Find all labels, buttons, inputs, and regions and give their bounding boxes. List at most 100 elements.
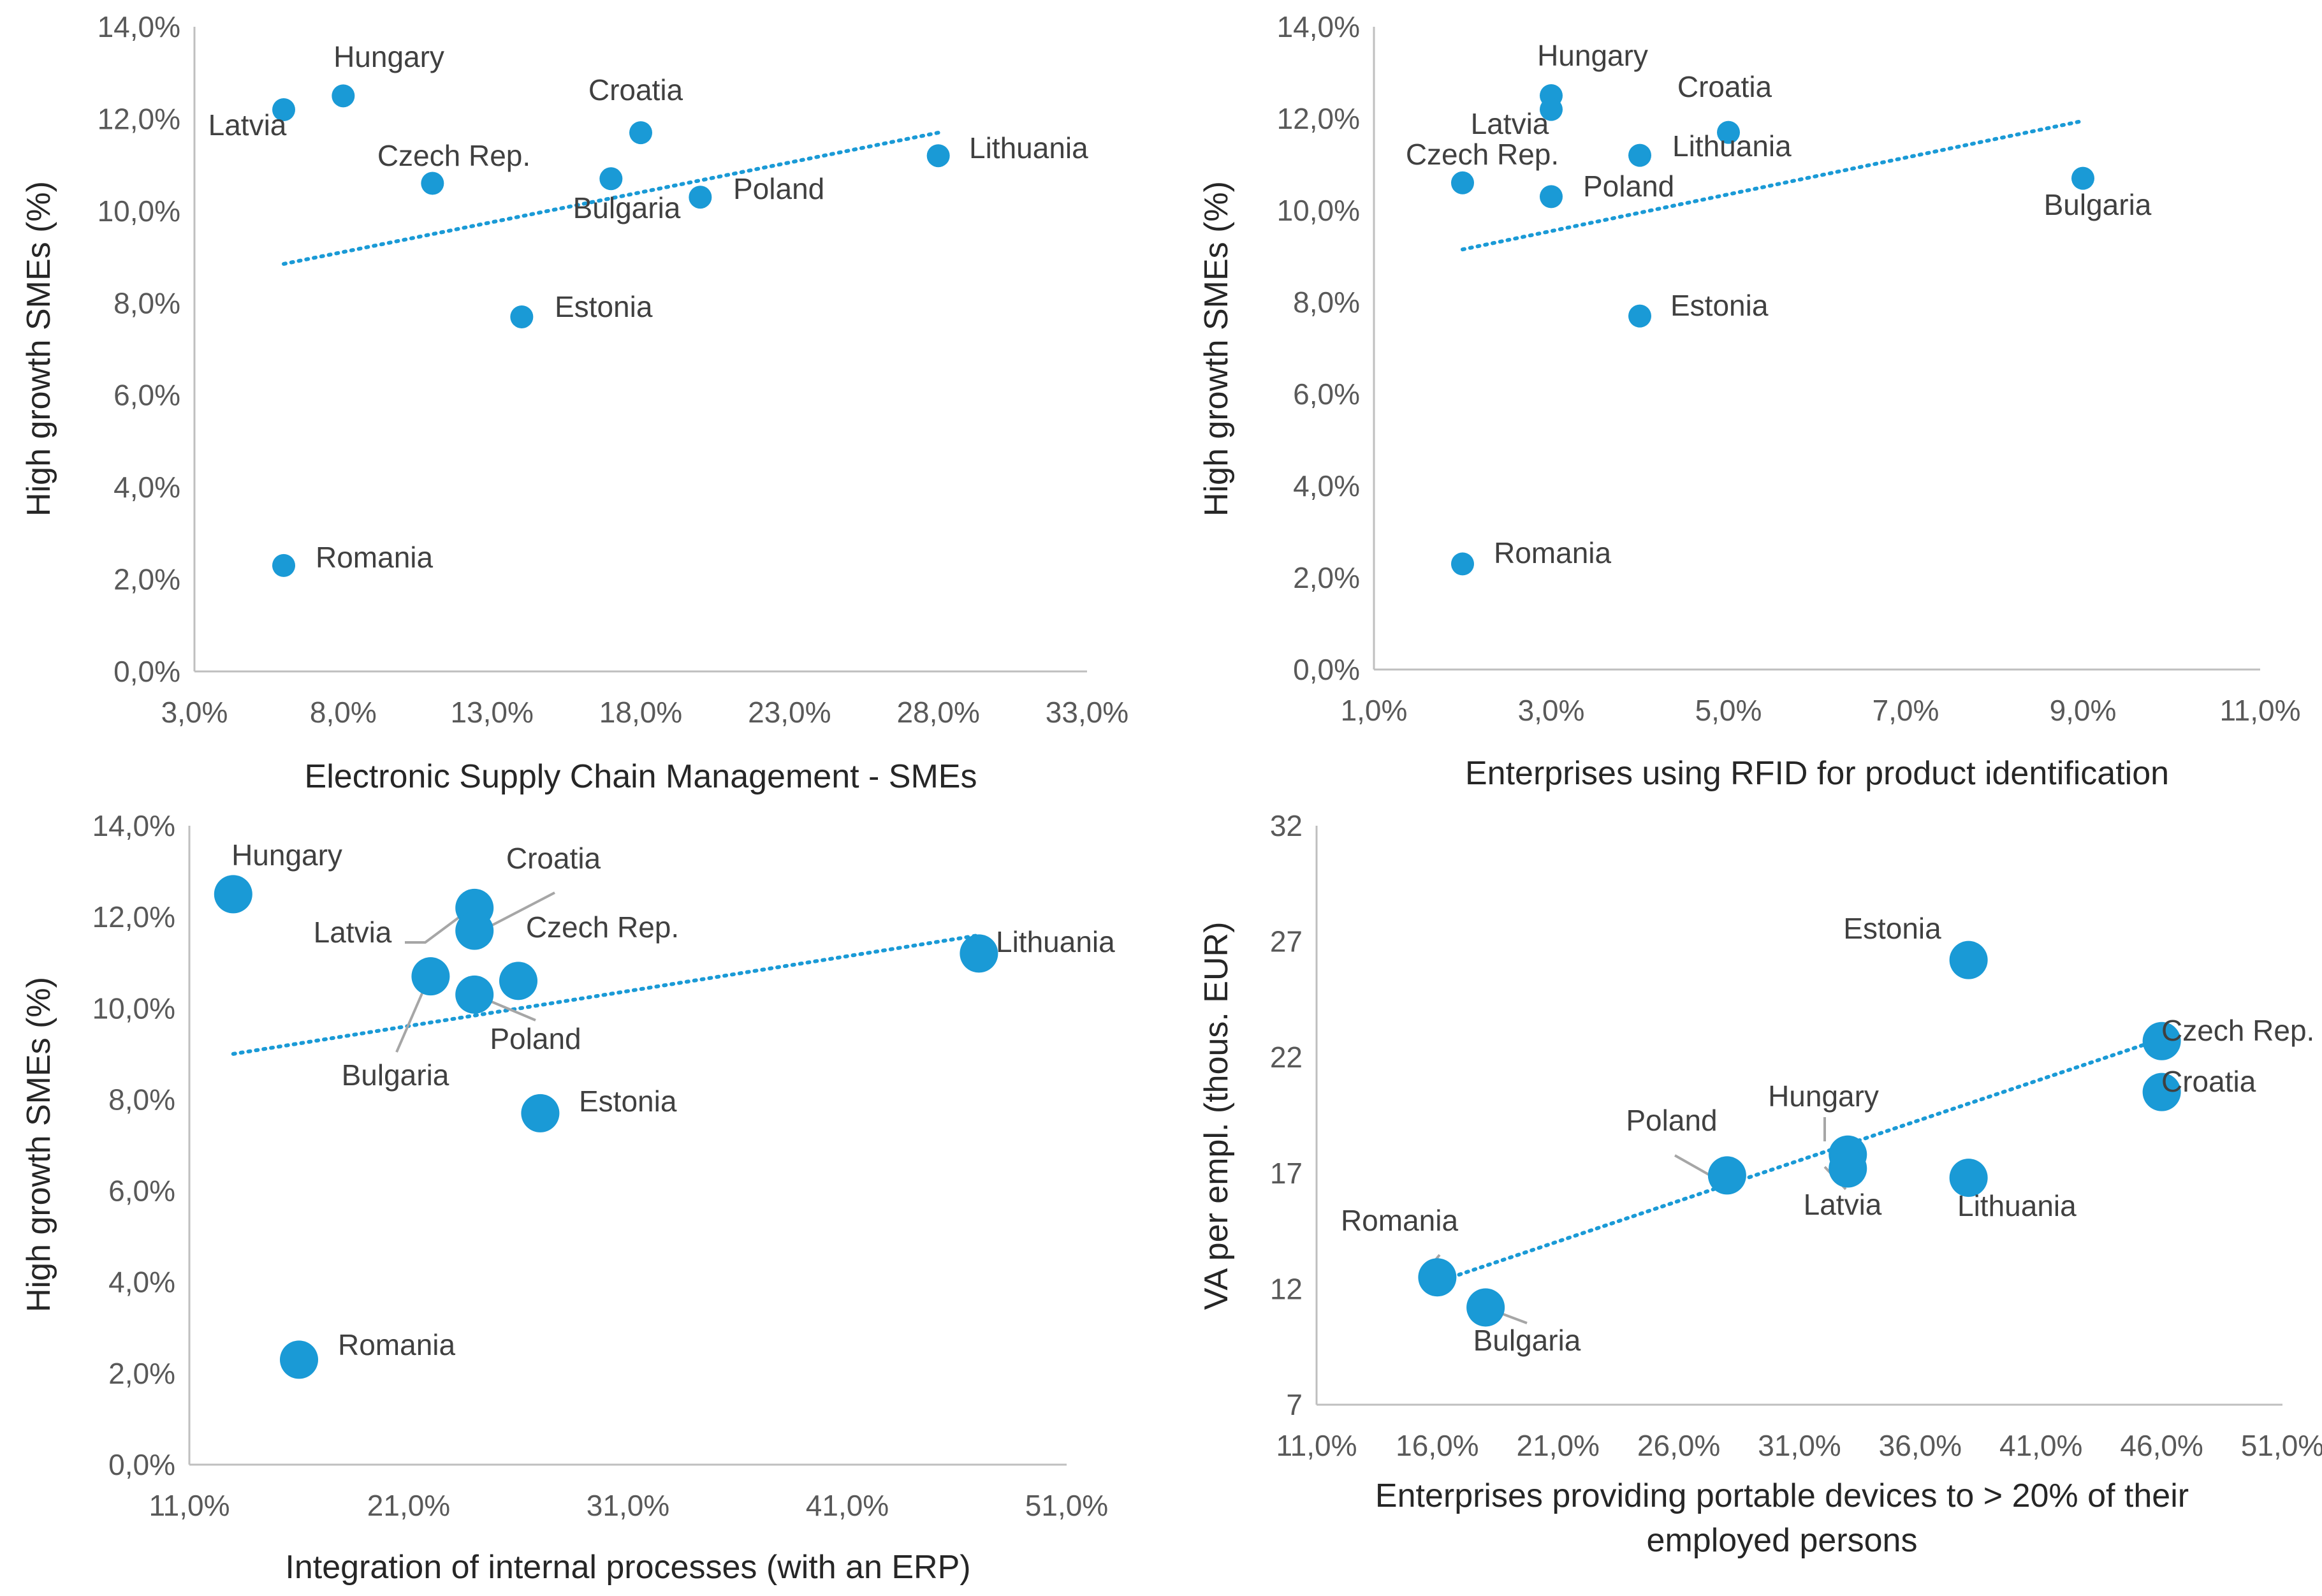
- point-label-lithuania: Lithuania: [996, 925, 1115, 958]
- point-latvia: [455, 911, 494, 950]
- point-label-czech-rep: Czech Rep.: [2161, 1014, 2314, 1047]
- x-axis-title: Enterprises using RFID for product ident…: [1465, 755, 2169, 792]
- y-tick-label: 10,0%: [98, 194, 180, 228]
- point-label-lithuania: Lithuania: [1957, 1189, 2077, 1222]
- x-tick-label: 3,0%: [1518, 694, 1585, 727]
- point-romania: [272, 553, 295, 577]
- point-label-hungary: Hungary: [333, 40, 444, 73]
- y-tick-label: 0,0%: [1293, 653, 1360, 686]
- point-label-croatia: Croatia: [2161, 1065, 2256, 1098]
- x-tick-label: 21,0%: [1517, 1429, 1600, 1462]
- y-tick-label: 4,0%: [108, 1266, 175, 1299]
- x-tick-label: 7,0%: [1873, 694, 1939, 727]
- point-label-poland: Poland: [733, 172, 824, 205]
- y-tick-label: 4,0%: [1293, 469, 1360, 502]
- x-tick-label: 51,0%: [1025, 1489, 1108, 1522]
- point-label-croatia: Croatia: [506, 842, 601, 875]
- y-tick-label: 2,0%: [113, 563, 180, 596]
- x-tick-label: 31,0%: [587, 1489, 669, 1522]
- y-tick-label: 10,0%: [92, 992, 175, 1025]
- point-poland: [1707, 1156, 1746, 1195]
- y-tick-label: 6,0%: [113, 379, 180, 412]
- point-label-estonia: Estonia: [555, 290, 653, 323]
- x-tick-label: 11,0%: [2219, 694, 2300, 727]
- y-tick-label: 27: [1270, 925, 1303, 958]
- y-axis-title: VA per empl. (thous. EUR): [1198, 922, 1235, 1310]
- trendline: [1461, 119, 2085, 252]
- x-tick-label: 1,0%: [1341, 694, 1408, 727]
- point-label-czech-rep: Czech Rep.: [377, 139, 530, 172]
- y-tick-label: 7: [1286, 1388, 1303, 1421]
- y-tick-label: 0,0%: [108, 1448, 175, 1481]
- point-estonia: [1949, 941, 1988, 979]
- scatter-panel-3: 0,0% 2,0% 4,0% 6,0% 8,0% 10,0% 12,0% 14,0% 11,0%…: [20, 809, 1115, 1586]
- y-tick-label: 32: [1270, 809, 1303, 842]
- y-tick-label: 12,0%: [98, 102, 180, 135]
- point-estonia: [510, 305, 534, 328]
- leader-line-poland: [1674, 1154, 1709, 1176]
- point-label-bulgaria: Bulgaria: [1473, 1324, 1581, 1357]
- scatter-panel-2: 0,0% 2,0% 4,0% 6,0% 8,0% 10,0% 12,0% 14,0% 1,0% 3…: [1198, 10, 2301, 792]
- scatter-panel-4: 7 12 17 22 27 32 11,0% 16,0% 21,0% 26,0% 31,0% 36,0…: [1198, 809, 2322, 1559]
- y-tick-label: 10,0%: [1277, 194, 1360, 227]
- point-czech-rep: [499, 962, 537, 1000]
- point-czech-rep: [1451, 171, 1474, 194]
- y-tick-label: 8,0%: [1293, 286, 1360, 319]
- point-croatia: [2142, 1073, 2181, 1111]
- y-tick-label: 12: [1270, 1272, 1303, 1305]
- point-lithuania: [926, 144, 950, 168]
- point-label-latvia: Latvia: [1804, 1188, 1882, 1221]
- y-axis-title: High growth SMEs (%): [20, 977, 57, 1312]
- point-latvia: [1540, 98, 1563, 121]
- point-label-poland: Poland: [490, 1022, 581, 1055]
- x-tick-label: 8,0%: [310, 696, 377, 729]
- point-label-hungary: Hungary: [1537, 39, 1648, 72]
- point-romania: [280, 1340, 318, 1379]
- x-axis-title: Electronic Supply Chain Management - SME…: [305, 758, 977, 795]
- point-label-lithuania: Lithuania: [1672, 129, 1792, 163]
- point-lithuania: [960, 934, 998, 973]
- point-czech-rep: [421, 172, 444, 195]
- x-axis-title: Enterprises providing portable devices t…: [1375, 1477, 2189, 1559]
- point-label-poland: Poland: [1583, 170, 1674, 203]
- x-tick-label: 16,0%: [1396, 1429, 1479, 1462]
- point-poland: [689, 186, 712, 209]
- point-label-poland: Poland: [1626, 1104, 1717, 1137]
- point-croatia: [629, 121, 652, 145]
- x-tick-label: 21,0%: [367, 1489, 450, 1522]
- x-tick-label: 31,0%: [1758, 1429, 1841, 1462]
- point-label-estonia: Estonia: [1670, 289, 1769, 322]
- point-label-croatia: Croatia: [1677, 70, 1772, 103]
- y-tick-label: 6,0%: [108, 1175, 175, 1208]
- y-tick-label: 0,0%: [113, 655, 180, 688]
- x-tick-label: 5,0%: [1695, 694, 1762, 727]
- point-estonia: [521, 1094, 560, 1132]
- point-romania: [1451, 552, 1474, 576]
- y-tick-label: 14,0%: [1277, 10, 1360, 43]
- scatter-panel-1: 0,0% 2,0% 4,0% 6,0% 8,0% 10,0% 12,0% 14,0% 3,0% 8…: [20, 10, 1128, 795]
- point-label-romania: Romania: [338, 1328, 456, 1361]
- x-tick-label: 36,0%: [1879, 1429, 1962, 1462]
- x-tick-label: 28,0%: [896, 696, 979, 729]
- point-label-bulgaria: Bulgaria: [342, 1058, 449, 1092]
- y-tick-label: 8,0%: [108, 1083, 175, 1116]
- point-estonia: [1628, 304, 1651, 328]
- x-tick-label: 51,0%: [2241, 1429, 2322, 1462]
- point-label-romania: Romania: [1341, 1204, 1459, 1237]
- y-axis-title: High growth SMEs (%): [1198, 181, 1235, 516]
- x-tick-label: 46,0%: [2120, 1429, 2203, 1462]
- trendline: [231, 933, 981, 1056]
- y-axis-title: High growth SMEs (%): [20, 181, 57, 516]
- point-hungary: [214, 875, 252, 914]
- point-bulgaria: [411, 957, 450, 996]
- x-tick-label: 41,0%: [1999, 1429, 2082, 1462]
- point-poland: [455, 975, 494, 1014]
- y-tick-label: 4,0%: [113, 471, 180, 504]
- x-tick-label: 18,0%: [599, 696, 682, 729]
- point-lithuania: [1628, 143, 1651, 167]
- x-axis-title: Integration of internal processes (with …: [285, 1549, 970, 1586]
- point-bulgaria: [2071, 166, 2094, 190]
- point-latvia: [1829, 1149, 1867, 1188]
- y-tick-label: 12,0%: [1277, 102, 1360, 135]
